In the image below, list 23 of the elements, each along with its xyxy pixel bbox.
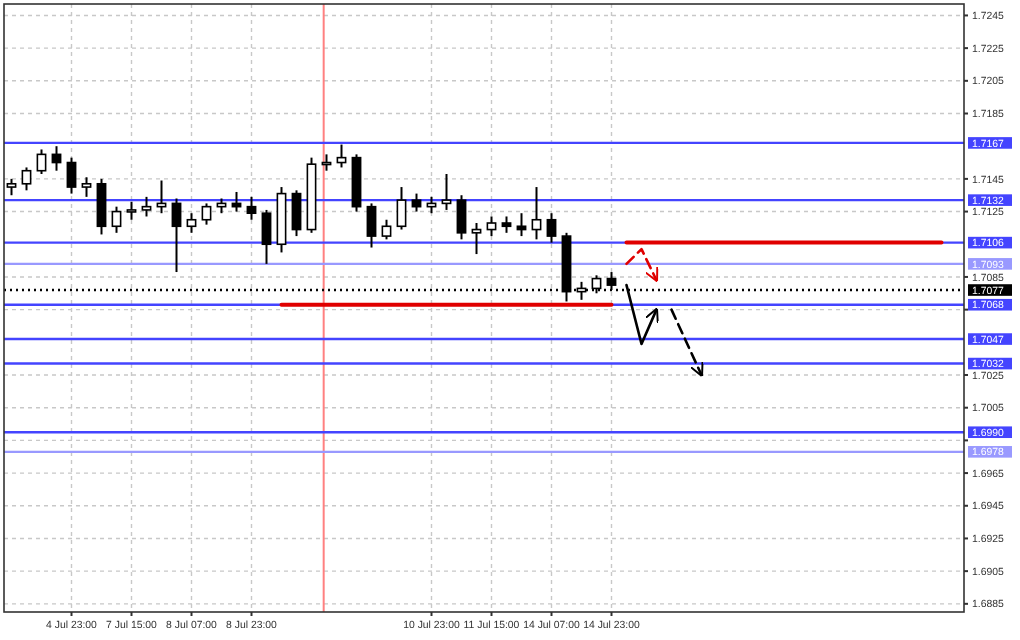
candlestick (81, 176, 92, 198)
candlestick (36, 148, 47, 175)
candlestick (111, 205, 122, 234)
candlestick (141, 195, 152, 218)
candlestick (291, 189, 302, 238)
candlestick (396, 186, 407, 231)
candlestick (546, 212, 557, 244)
candlestick (261, 208, 272, 265)
candlestick (471, 222, 482, 256)
candlestick (531, 186, 542, 241)
candlestick (381, 218, 392, 241)
candlestick (171, 197, 182, 274)
candlestick (66, 156, 77, 195)
candlestick (201, 202, 212, 226)
candlestick (366, 202, 377, 249)
candlestick (516, 212, 527, 238)
candlestick (456, 194, 467, 241)
candlestick (186, 212, 197, 234)
candlestick (486, 215, 497, 238)
candlestick (96, 177, 107, 236)
candlestick (21, 166, 32, 192)
candlestick (246, 195, 257, 221)
candlestick (441, 172, 452, 211)
